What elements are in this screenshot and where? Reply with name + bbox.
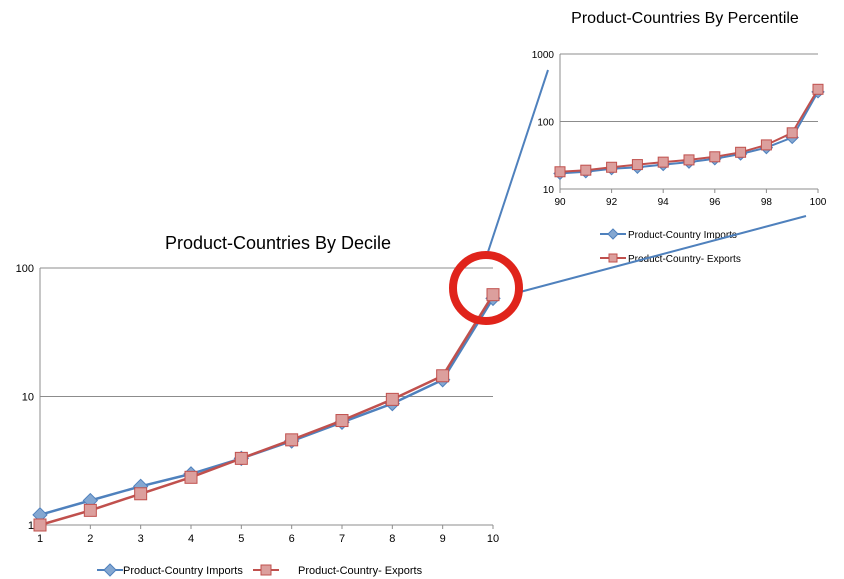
square-marker <box>608 253 618 263</box>
series-line <box>39 294 495 527</box>
chart-title: Product-Countries By Percentile <box>571 10 799 27</box>
square-marker <box>760 139 772 151</box>
connector-line <box>486 69 549 256</box>
x-tick-label: 94 <box>658 197 670 208</box>
decile-chart: Product-Countries By Decile 1 10 100 1 2 3 4 5 6 7… <box>16 233 501 577</box>
highlight-ring <box>449 251 523 325</box>
x-tick-label: 100 <box>810 197 827 208</box>
series-line <box>39 297 495 517</box>
square-marker <box>554 166 566 178</box>
x-tick-label: 90 <box>554 197 566 208</box>
legend-label: Product-Country Imports <box>628 230 737 241</box>
y-tick-label: 10 <box>543 185 555 196</box>
x-tick-label: 96 <box>709 197 721 208</box>
square-marker <box>260 564 272 576</box>
y-tick-label: 1 <box>28 520 34 532</box>
square-marker <box>786 127 798 139</box>
square-marker <box>184 470 198 484</box>
diamond-marker <box>103 563 117 577</box>
square-marker <box>83 503 97 517</box>
x-tick-label: 92 <box>606 197 618 208</box>
legend-label: Product-Country Imports <box>123 565 243 577</box>
x-tick-label: 8 <box>389 533 395 545</box>
x-tick-label: 3 <box>138 533 144 545</box>
square-marker <box>486 288 500 302</box>
legend-label: Product-Country- Exports <box>628 254 741 265</box>
y-tick-label: 100 <box>537 118 554 129</box>
zoom-callout <box>449 69 807 325</box>
y-tick-label: 1000 <box>532 50 555 61</box>
y-tick-label: 100 <box>16 263 34 275</box>
square-marker <box>436 369 450 383</box>
square-marker <box>606 161 618 173</box>
x-tick-label: 98 <box>761 197 773 208</box>
chart-title: Product-Countries By Decile <box>165 233 391 253</box>
x-tick-label: 1 <box>37 533 43 545</box>
square-marker <box>631 159 643 171</box>
square-marker <box>285 433 299 447</box>
square-marker <box>134 487 148 501</box>
square-marker <box>657 156 669 168</box>
square-marker <box>580 164 592 176</box>
square-marker <box>735 146 747 158</box>
legend-label: Product-Country- Exports <box>298 565 423 577</box>
x-tick-label: 9 <box>440 533 446 545</box>
connector-line <box>519 215 807 293</box>
x-tick-label: 2 <box>87 533 93 545</box>
square-marker <box>335 414 349 428</box>
square-marker <box>385 392 399 406</box>
square-marker <box>709 151 721 163</box>
square-marker <box>812 83 824 95</box>
square-marker <box>33 518 47 532</box>
x-tick-label: 5 <box>238 533 244 545</box>
y-tick-label: 10 <box>22 392 34 404</box>
diamond-marker <box>607 228 619 240</box>
square-marker <box>234 451 248 465</box>
x-tick-label: 6 <box>289 533 295 545</box>
x-tick-label: 7 <box>339 533 345 545</box>
x-tick-label: 10 <box>487 533 499 545</box>
x-tick-label: 4 <box>188 533 194 545</box>
square-marker <box>683 154 695 166</box>
percentile-chart: Product-Countries By Percentile 10 100 1000… <box>532 10 827 265</box>
